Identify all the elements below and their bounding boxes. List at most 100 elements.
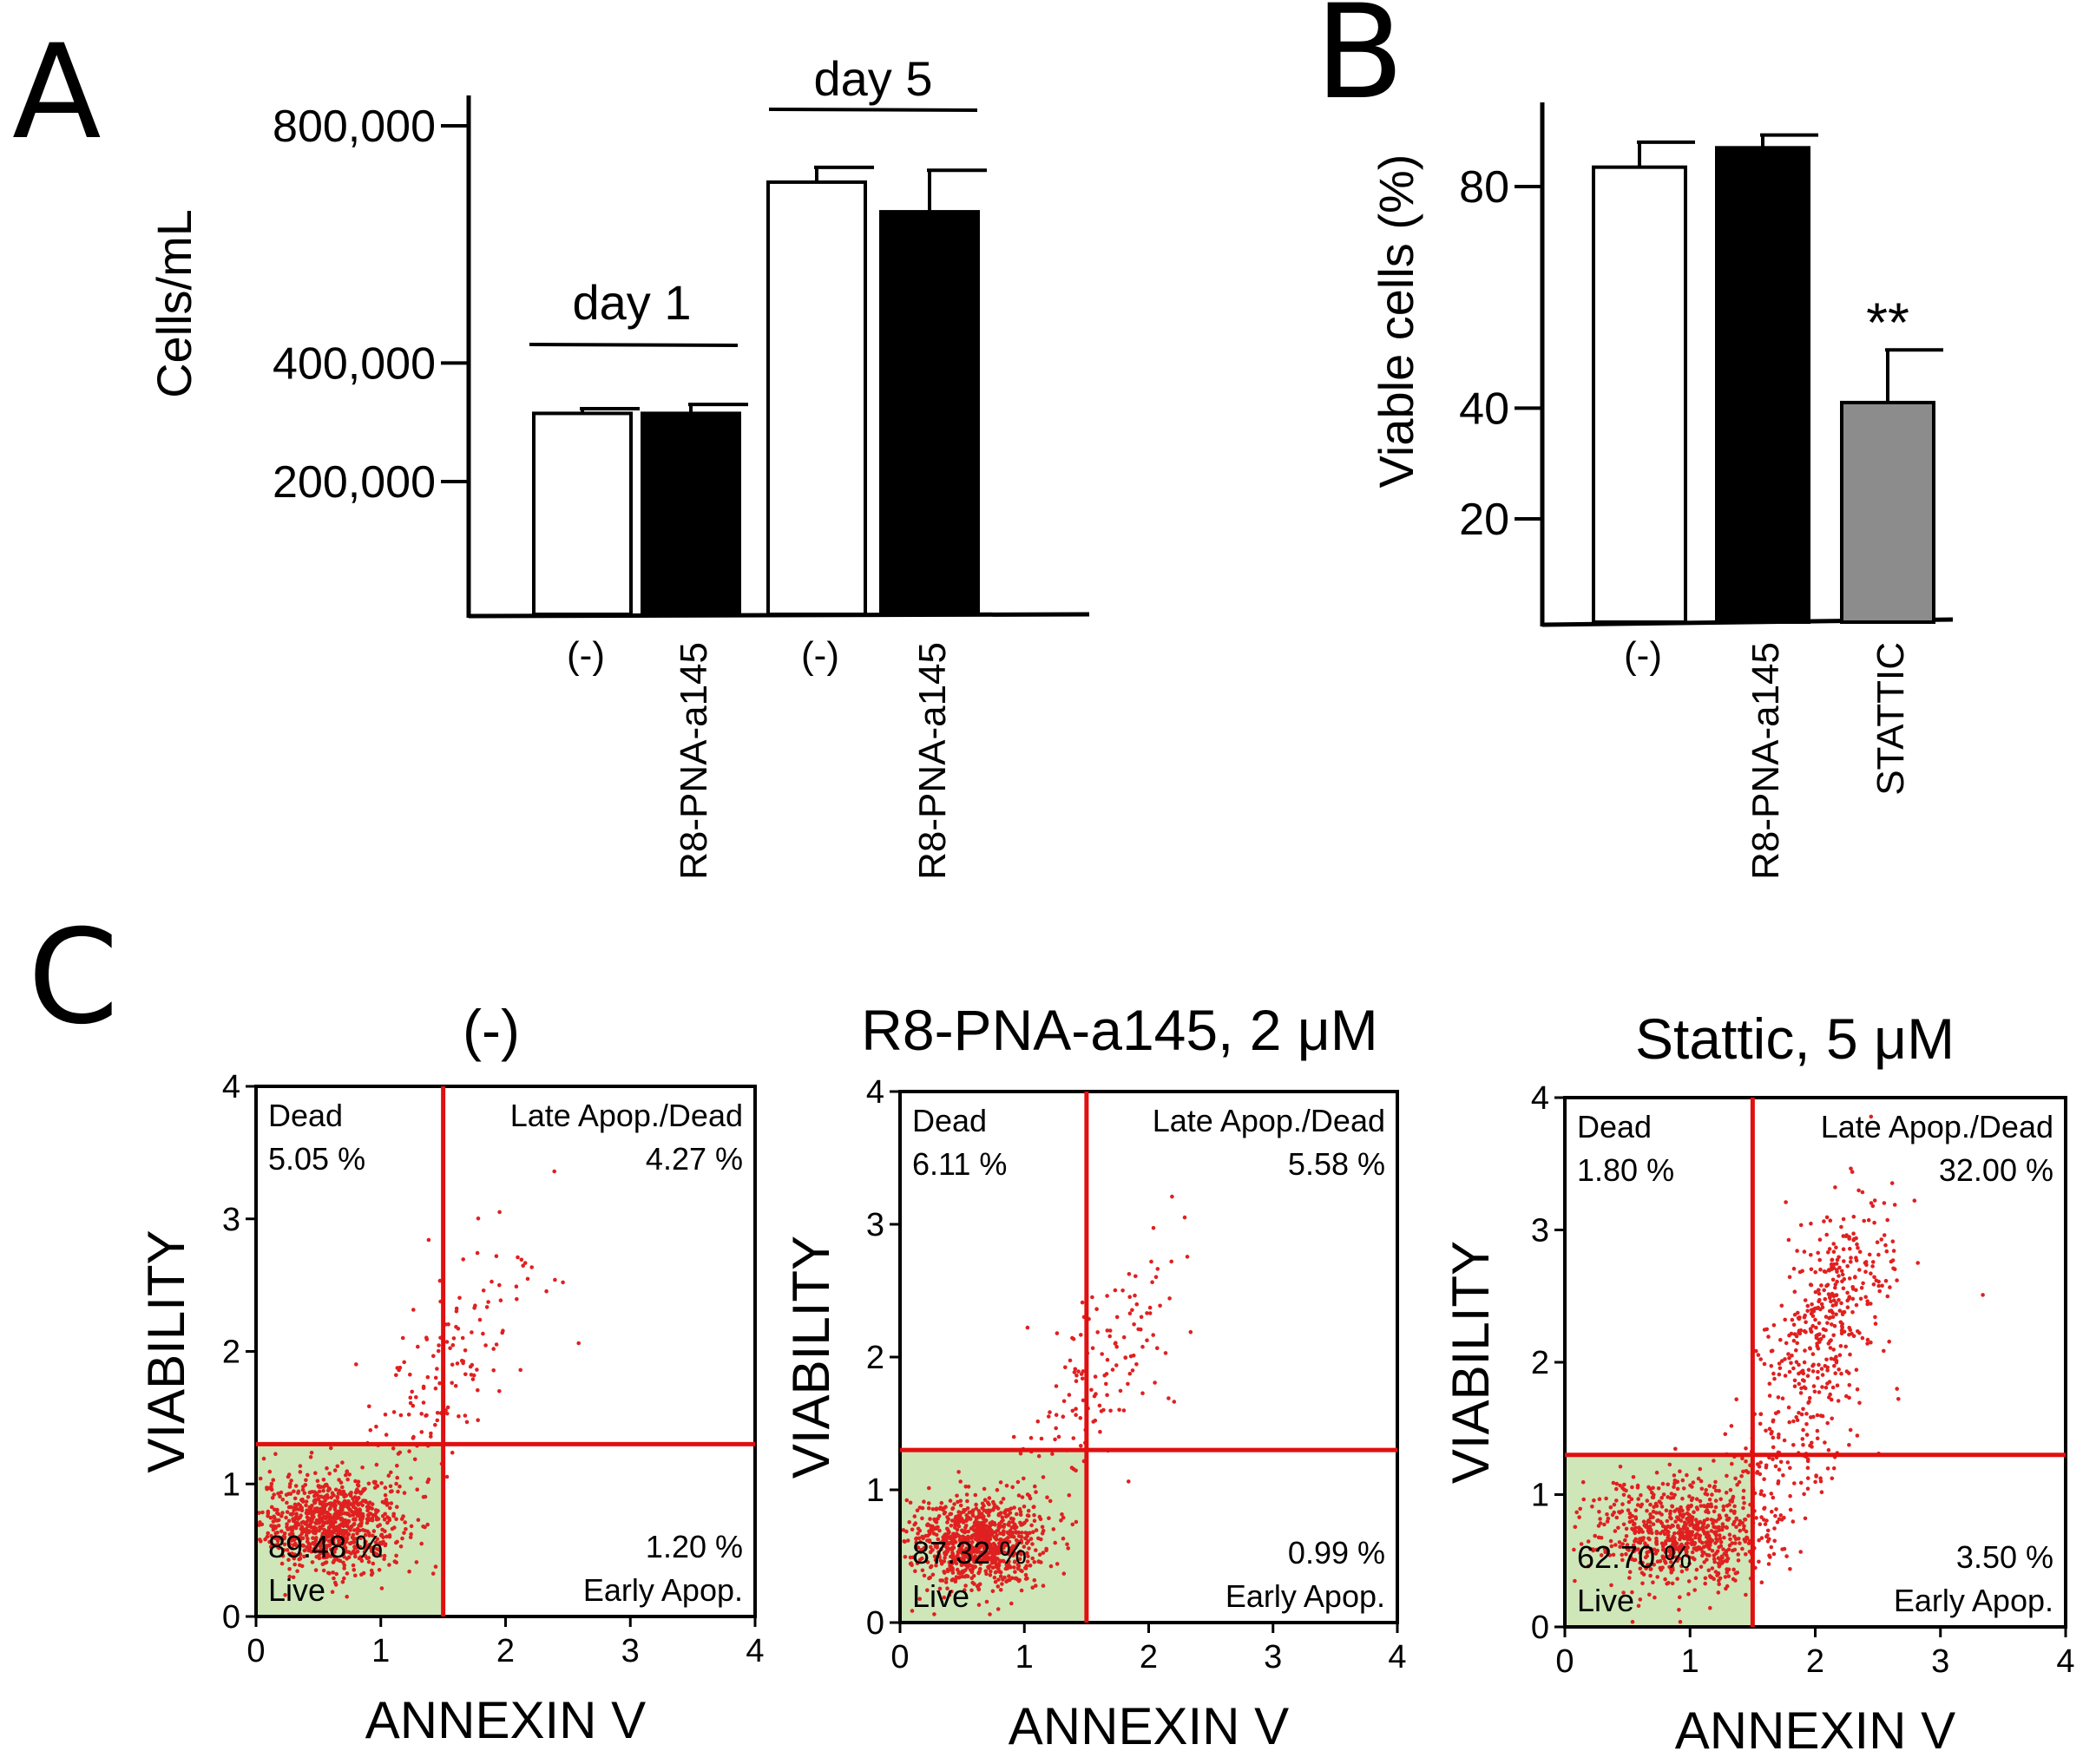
event-dot (497, 1389, 502, 1393)
event-dot (521, 1263, 525, 1268)
event-dot (1578, 1506, 1582, 1512)
event-dot (304, 1499, 309, 1504)
event-dot (1741, 1488, 1746, 1493)
event-dot (1819, 1490, 1824, 1494)
event-dot (316, 1493, 320, 1498)
event-dot (1012, 1526, 1017, 1531)
event-dot (1712, 1484, 1717, 1489)
event-dot (1620, 1552, 1624, 1557)
event-dot (1854, 1302, 1859, 1308)
panel-a-y-title: Cells/mL (147, 209, 201, 398)
event-dot (1849, 1260, 1853, 1264)
event-dot (1024, 1518, 1029, 1523)
event-dot (1015, 1577, 1020, 1582)
event-dot (957, 1547, 962, 1551)
event-dot (435, 1367, 439, 1371)
event-dot (365, 1529, 370, 1534)
event-dot (451, 1336, 457, 1341)
event-dot (1672, 1544, 1678, 1549)
event-dot (1809, 1267, 1814, 1272)
event-dot (1002, 1510, 1007, 1514)
event-dot (1871, 1282, 1876, 1287)
event-dot (977, 1582, 982, 1586)
event-dot (369, 1549, 374, 1554)
event-dot (1825, 1368, 1830, 1373)
event-dot (1770, 1509, 1774, 1514)
event-dot (419, 1541, 424, 1546)
event-dot (989, 1532, 995, 1538)
event-dot (1724, 1551, 1728, 1555)
event-dot (1780, 1396, 1785, 1400)
event-dot (1834, 1301, 1838, 1305)
event-dot (1635, 1483, 1640, 1488)
event-dot (293, 1525, 299, 1530)
event-dot (1895, 1278, 1899, 1282)
event-dot (525, 1276, 530, 1282)
event-dot (344, 1499, 349, 1504)
event-dot (1805, 1457, 1810, 1462)
event-dot (1803, 1348, 1807, 1353)
event-dot (1712, 1509, 1717, 1514)
event-dot (304, 1478, 308, 1483)
event-dot (977, 1515, 982, 1519)
event-dot (1838, 1344, 1843, 1348)
event-dot (1856, 1246, 1860, 1250)
event-dot (953, 1522, 957, 1527)
event-dot (1849, 1166, 1853, 1171)
event-dot (1835, 1279, 1839, 1284)
event-dot (1654, 1531, 1659, 1536)
event-dot (1579, 1542, 1584, 1546)
event-dot (960, 1548, 965, 1553)
event-dot (1830, 1257, 1834, 1262)
event-dot (927, 1485, 931, 1491)
event-dot (920, 1568, 925, 1573)
event-dot (327, 1538, 332, 1544)
event-dot (1081, 1369, 1086, 1374)
group-day1-line (529, 343, 739, 347)
event-dot (285, 1522, 289, 1526)
event-dot (1153, 1380, 1157, 1385)
event-dot (444, 1340, 450, 1344)
event-dot (334, 1544, 339, 1549)
event-dot (976, 1509, 982, 1513)
event-dot (1860, 1335, 1865, 1341)
event-dot (1592, 1498, 1596, 1503)
event-dot (1856, 1188, 1861, 1193)
event-dot (1653, 1501, 1659, 1506)
event-dot (1005, 1551, 1010, 1556)
event-dot (1074, 1519, 1079, 1525)
event-dot (1169, 1259, 1173, 1264)
event-dot (1019, 1538, 1023, 1543)
event-dot (1636, 1603, 1641, 1609)
event-dot (991, 1499, 996, 1505)
event-dot (1847, 1383, 1852, 1387)
event-dot (514, 1284, 519, 1289)
event-dot (1034, 1548, 1038, 1552)
event-dot (1037, 1514, 1042, 1519)
event-dot (1888, 1285, 1892, 1289)
event-dot (1727, 1502, 1731, 1507)
event-dot (286, 1518, 292, 1524)
event-dot (1805, 1466, 1810, 1470)
event-dot (1001, 1542, 1005, 1547)
event-dot (999, 1500, 1003, 1505)
event-dot (958, 1479, 963, 1484)
event-dot (1803, 1516, 1808, 1521)
event-dot (1825, 1282, 1830, 1288)
event-dot (1863, 1269, 1868, 1274)
event-dot (332, 1576, 336, 1581)
event-dot (330, 1519, 334, 1525)
event-dot (996, 1607, 1001, 1611)
event-dot (1032, 1577, 1037, 1583)
event-dot (1693, 1526, 1698, 1531)
event-dot (1002, 1559, 1006, 1564)
y-tick-label: 2 (1531, 1345, 1549, 1381)
event-dot (431, 1354, 436, 1359)
event-dot (332, 1538, 336, 1542)
event-dot (1590, 1505, 1594, 1509)
y-tick-label: 1 (866, 1472, 884, 1509)
event-dot (1830, 1310, 1835, 1315)
flow-plot-title: (-) (463, 998, 520, 1062)
event-dot (1130, 1308, 1134, 1313)
x-tick-label: 3 (621, 1633, 640, 1669)
